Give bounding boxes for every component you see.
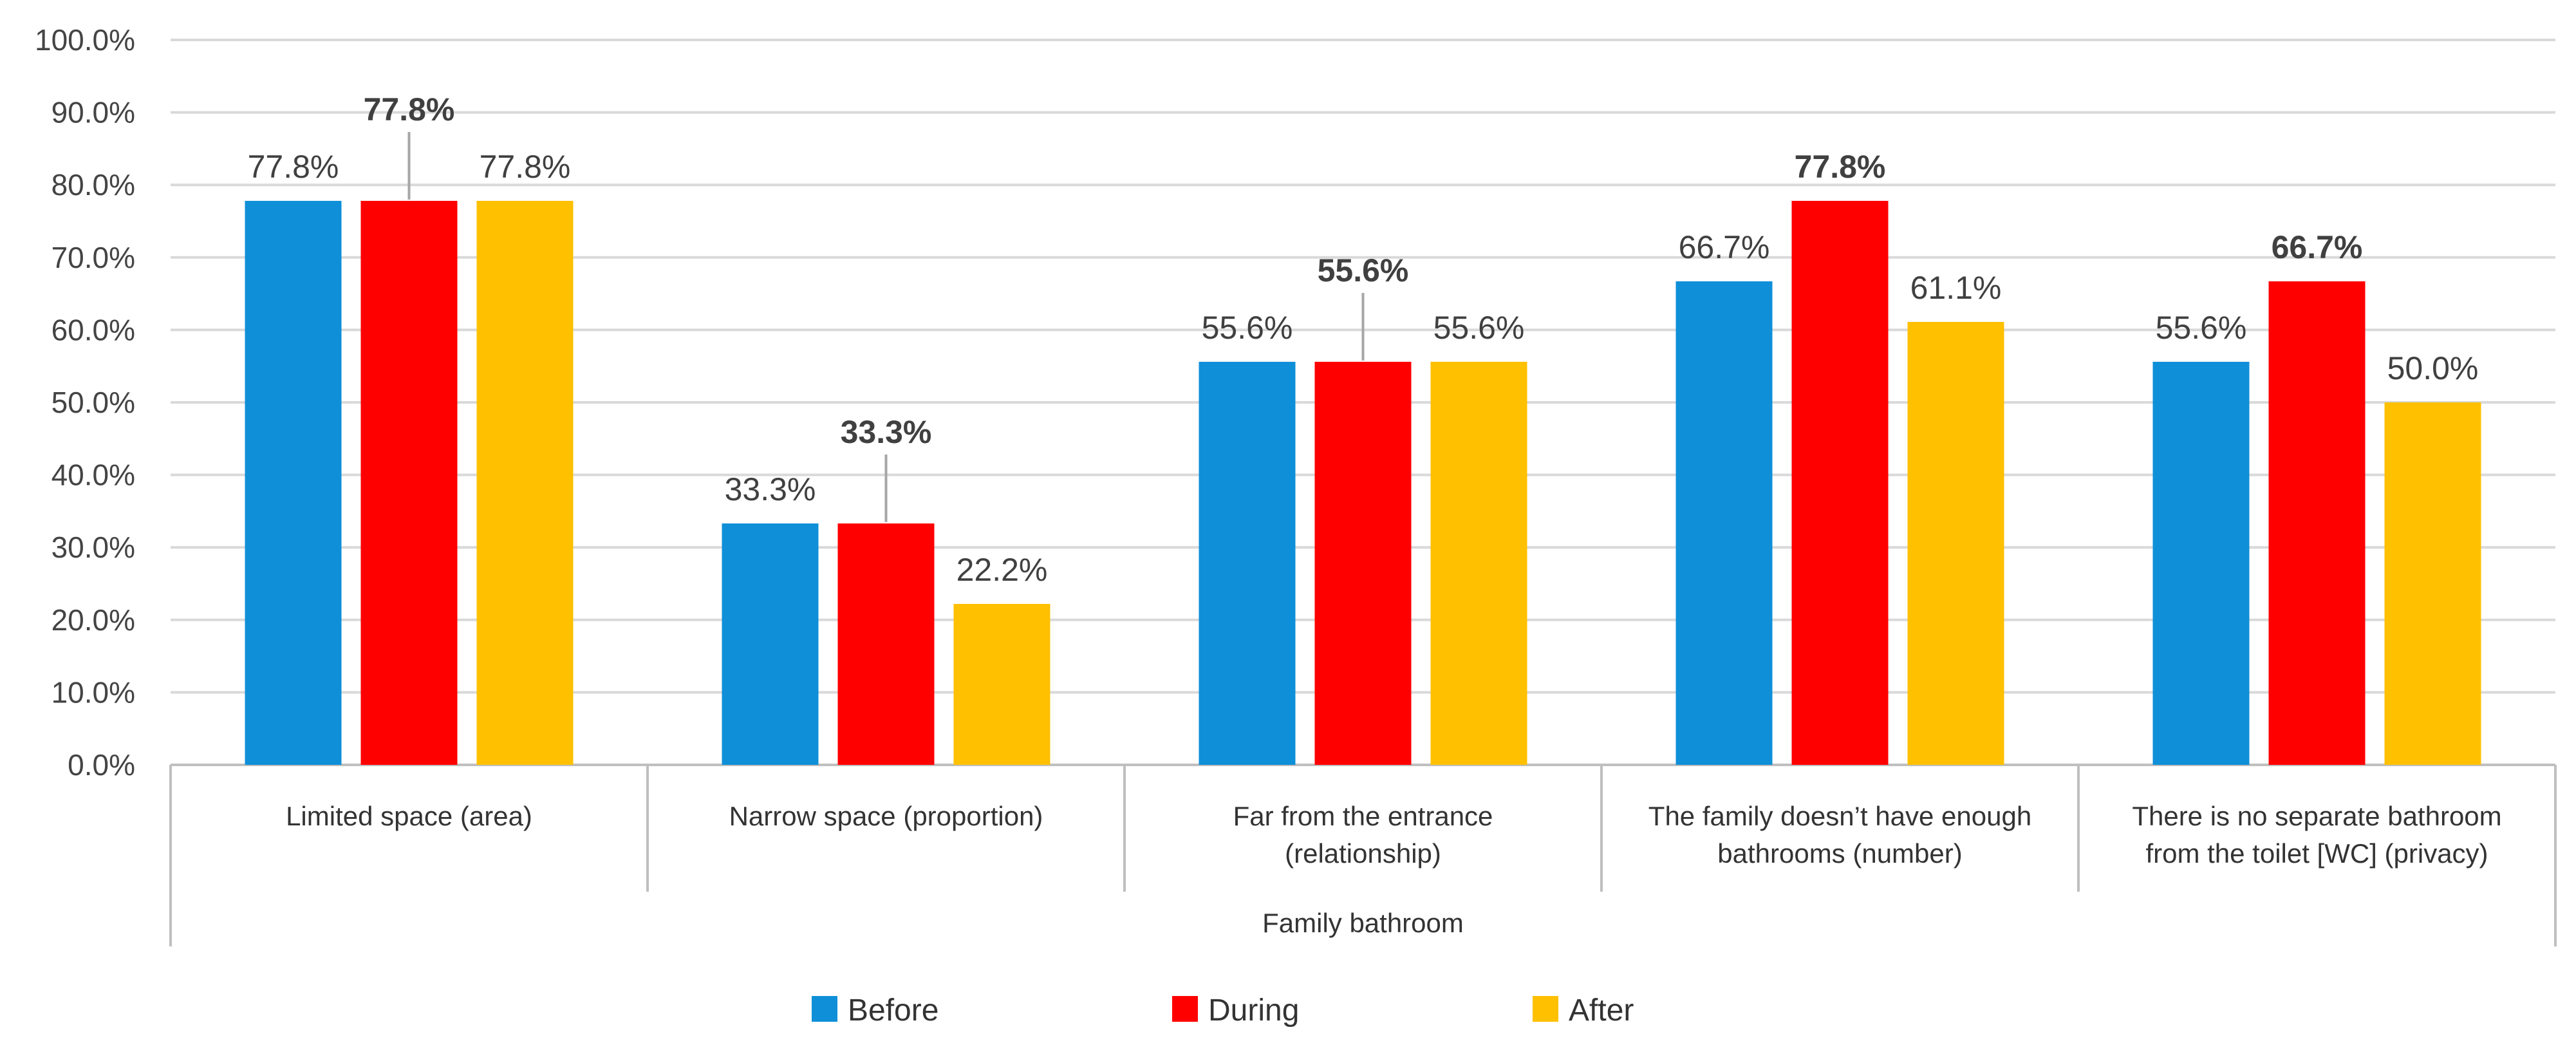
y-tick-label: 50.0% xyxy=(51,386,135,419)
y-tick-label: 40.0% xyxy=(51,458,135,492)
data-label: 33.3% xyxy=(841,414,932,450)
bar-during xyxy=(360,200,458,765)
bar-before xyxy=(722,523,819,765)
legend-label: During xyxy=(1208,993,1299,1028)
data-label: 55.6% xyxy=(1318,252,1409,288)
y-tick-label: 10.0% xyxy=(51,675,135,709)
data-label: 77.8% xyxy=(364,91,455,127)
x-category-label: Far from the entrance xyxy=(1233,801,1493,831)
bar-before xyxy=(1675,281,1773,765)
y-tick-label: 30.0% xyxy=(51,531,135,564)
y-tick-label: 70.0% xyxy=(51,241,135,274)
bar-during xyxy=(1791,200,1889,765)
x-category-label: The family doesn’t have enough xyxy=(1648,801,2031,831)
bar-during xyxy=(837,523,935,765)
legend-swatch xyxy=(1533,996,1558,1022)
data-label: 55.6% xyxy=(1433,310,1525,346)
bar-before xyxy=(1199,361,1296,765)
data-label: 66.7% xyxy=(1679,229,1770,265)
bar-after xyxy=(476,200,574,765)
x-category-label: from the toilet [WC] (privacy) xyxy=(2145,838,2488,869)
data-label: 77.8% xyxy=(1795,149,1886,185)
y-tick-label: 20.0% xyxy=(51,603,135,637)
bar-before xyxy=(2152,361,2250,765)
data-label: 22.2% xyxy=(957,552,1048,588)
data-label: 77.8% xyxy=(480,149,571,185)
bar-after xyxy=(2384,402,2481,765)
y-tick-label: 0.0% xyxy=(68,748,135,782)
y-tick-label: 100.0% xyxy=(35,23,135,57)
bar-before xyxy=(245,200,342,765)
data-labels: 77.8% 77.8% 77.8% 33.3% 33.3% 22.2% 55.6% 55.6%… xyxy=(248,91,2479,588)
x-category-label: Narrow space (proportion) xyxy=(729,801,1043,831)
data-label: 61.1% xyxy=(1910,270,2002,306)
data-label: 33.3% xyxy=(725,471,816,507)
bar-during xyxy=(2268,281,2366,765)
bar-after xyxy=(1907,322,2004,765)
legend-swatch xyxy=(812,996,837,1022)
axes: 0.0% 10.0% 20.0% 30.0% 40.0% 50.0% 60.0% 70.0% 8… xyxy=(35,23,2557,946)
x-category-label: There is no separate bathroom xyxy=(2132,801,2501,831)
data-label: 77.8% xyxy=(248,149,339,185)
data-label: 55.6% xyxy=(1202,310,1293,346)
data-label: 66.7% xyxy=(2272,229,2363,265)
y-tick-label: 60.0% xyxy=(51,313,135,346)
x-category-label: bathrooms (number) xyxy=(1717,838,1962,869)
x-category-label: Limited space (area) xyxy=(286,801,532,831)
x-group-label: Family bathroom xyxy=(1262,908,1464,938)
legend-swatch xyxy=(1172,996,1198,1022)
y-tick-label: 90.0% xyxy=(51,96,135,129)
data-label: 50.0% xyxy=(2387,350,2479,386)
x-category-label: (relationship) xyxy=(1285,838,1441,869)
bar-after xyxy=(1430,361,1527,765)
bar-during xyxy=(1314,361,1412,765)
bar-after xyxy=(953,604,1050,765)
bars xyxy=(245,200,2481,765)
legend: Before During After xyxy=(812,993,1634,1028)
legend-label: Before xyxy=(848,993,938,1028)
y-tick-label: 80.0% xyxy=(51,168,135,202)
legend-label: After xyxy=(1569,993,1634,1028)
data-label: 55.6% xyxy=(2156,310,2247,346)
